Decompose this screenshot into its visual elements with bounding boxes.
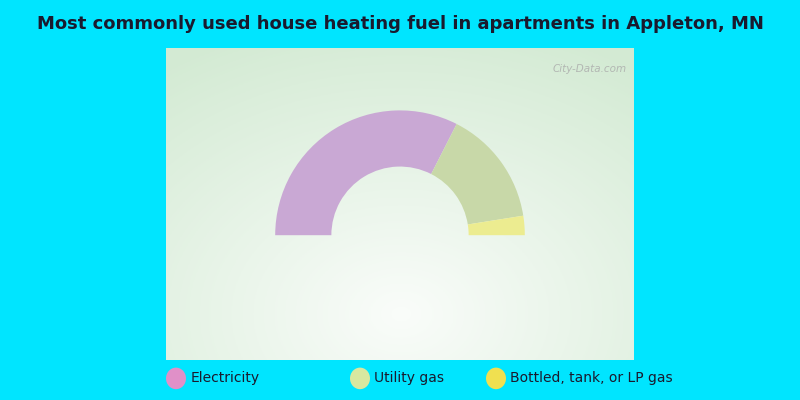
Text: Bottled, tank, or LP gas: Bottled, tank, or LP gas [510,371,673,386]
Ellipse shape [486,368,506,389]
Wedge shape [275,110,457,235]
Ellipse shape [350,368,370,389]
Ellipse shape [166,368,186,389]
Text: Electricity: Electricity [190,371,259,386]
Text: City-Data.com: City-Data.com [552,64,626,74]
Text: Utility gas: Utility gas [374,371,445,386]
Wedge shape [468,216,525,235]
Text: Most commonly used house heating fuel in apartments in Appleton, MN: Most commonly used house heating fuel in… [37,15,763,33]
Wedge shape [431,124,523,224]
